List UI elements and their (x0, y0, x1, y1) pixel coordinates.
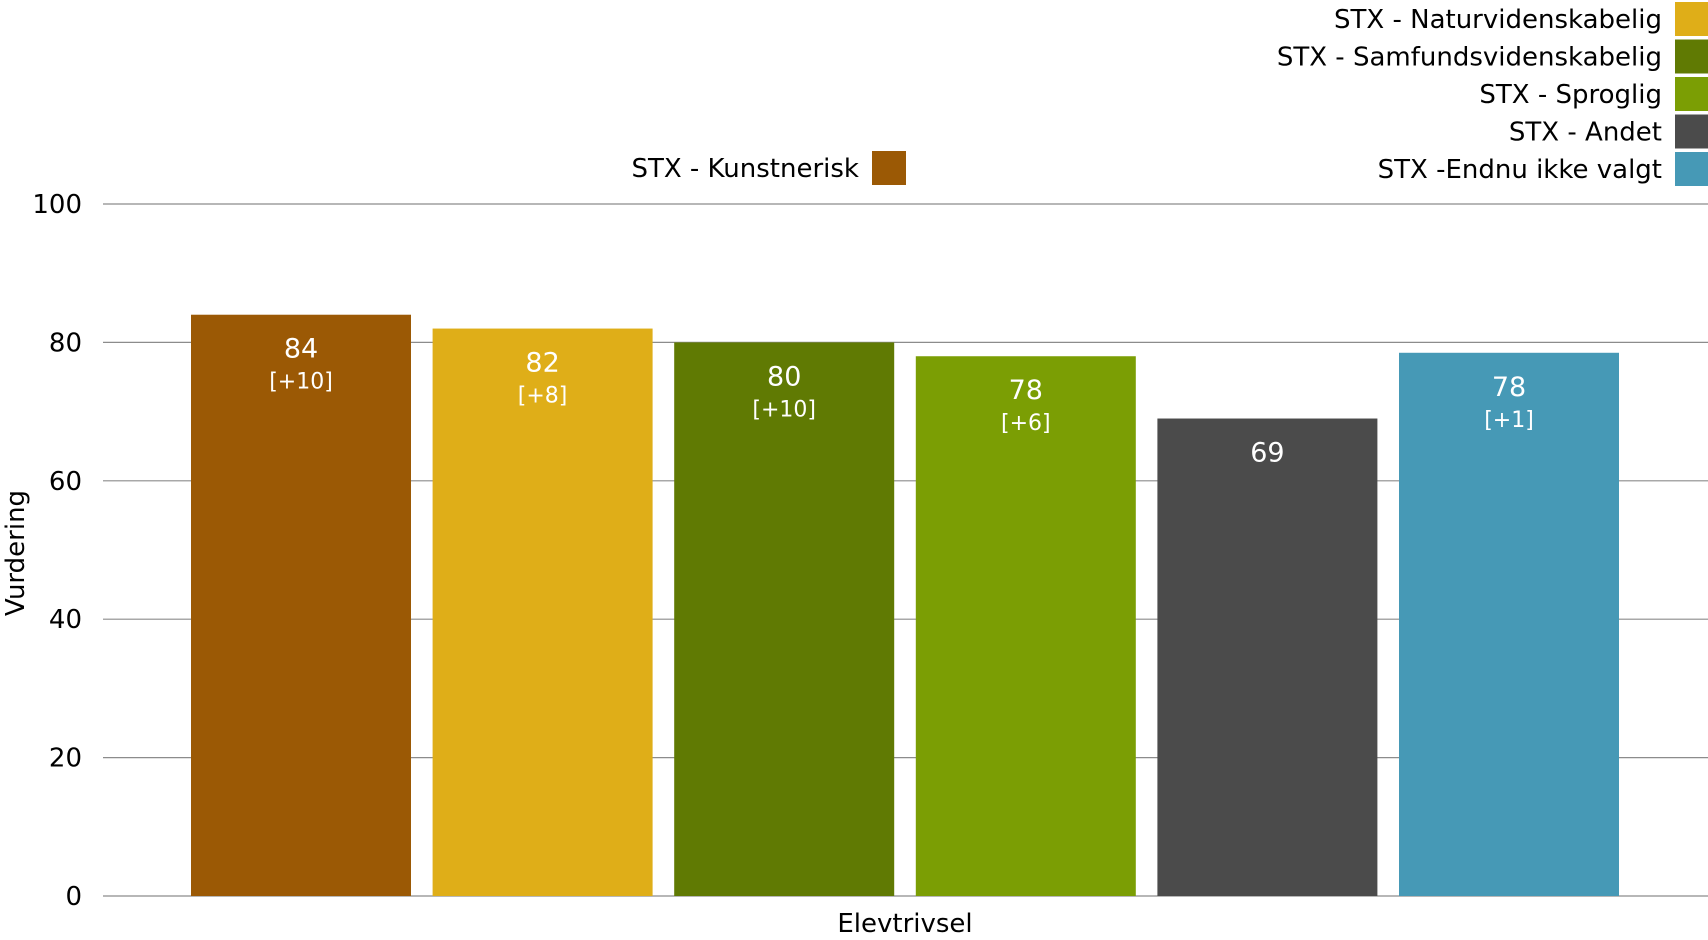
y-axis-label: Vurdering (1, 490, 31, 616)
bar (1157, 418, 1378, 896)
legend-item: STX - Kunstnerisk (631, 151, 906, 185)
bar-value-label: 78 (1009, 375, 1043, 406)
legend-swatch (872, 151, 906, 185)
legend-label: STX - Andet (1509, 118, 1662, 148)
bar (915, 356, 1136, 896)
bar-change-label: [+10] (752, 397, 816, 422)
legend-item: STX -Endnu ikke valgt (1378, 152, 1708, 186)
y-axis-ticks: 0 20 40 60 80 100 (32, 190, 82, 912)
legend-label: STX - Kunstnerisk (631, 154, 859, 184)
y-tick-label: 100 (32, 190, 82, 220)
bar-change-label: [+8] (518, 384, 568, 409)
legend-label: STX - Sproglig (1479, 80, 1662, 110)
legend-item: STX - Naturvidenskabelig (1334, 2, 1708, 36)
legend-label: STX -Endnu ikke valgt (1378, 155, 1662, 185)
legend-swatch (1675, 152, 1708, 186)
y-tick-label: 80 (49, 328, 82, 358)
bar (674, 342, 895, 896)
y-tick-label: 40 (49, 605, 82, 635)
bar-value-label: 69 (1250, 438, 1284, 469)
bar-value-label: 84 (284, 334, 318, 365)
legend-swatch (1675, 77, 1708, 111)
legend-label: STX - Samfundsvidenskabelig (1277, 43, 1662, 73)
legend-swatch (1675, 114, 1708, 149)
x-axis-label: Elevtrivsel (837, 909, 972, 936)
bar-value-label: 78 (1492, 372, 1526, 403)
legend: STX - Kunstnerisk STX - Naturvidenskabeli… (631, 2, 1708, 186)
bar-value-label: 82 (525, 348, 559, 379)
bar-value-label: 80 (767, 361, 801, 392)
bar-change-label: [+1] (1484, 408, 1534, 433)
legend-item: STX - Sproglig (1479, 77, 1708, 111)
legend-item: STX - Andet (1509, 114, 1708, 149)
bar (1399, 352, 1619, 896)
bars (191, 314, 1619, 897)
data-labels: 84 [+10] 82 [+8] 80 [+10] 78 [+6] 69 78 [+1] (269, 334, 1534, 469)
y-tick-label: 60 (49, 467, 82, 497)
bar-change-label: [+10] (269, 370, 333, 395)
legend-swatch (1675, 2, 1708, 36)
legend-label: STX - Naturvidenskabelig (1334, 5, 1662, 35)
legend-swatch (1675, 39, 1708, 74)
bar (191, 314, 411, 897)
bar (432, 328, 653, 896)
legend-item: STX - Samfundsvidenskabelig (1277, 39, 1708, 74)
bar-change-label: [+6] (1001, 411, 1051, 436)
y-tick-label: 0 (65, 882, 82, 912)
y-tick-label: 20 (49, 744, 82, 774)
